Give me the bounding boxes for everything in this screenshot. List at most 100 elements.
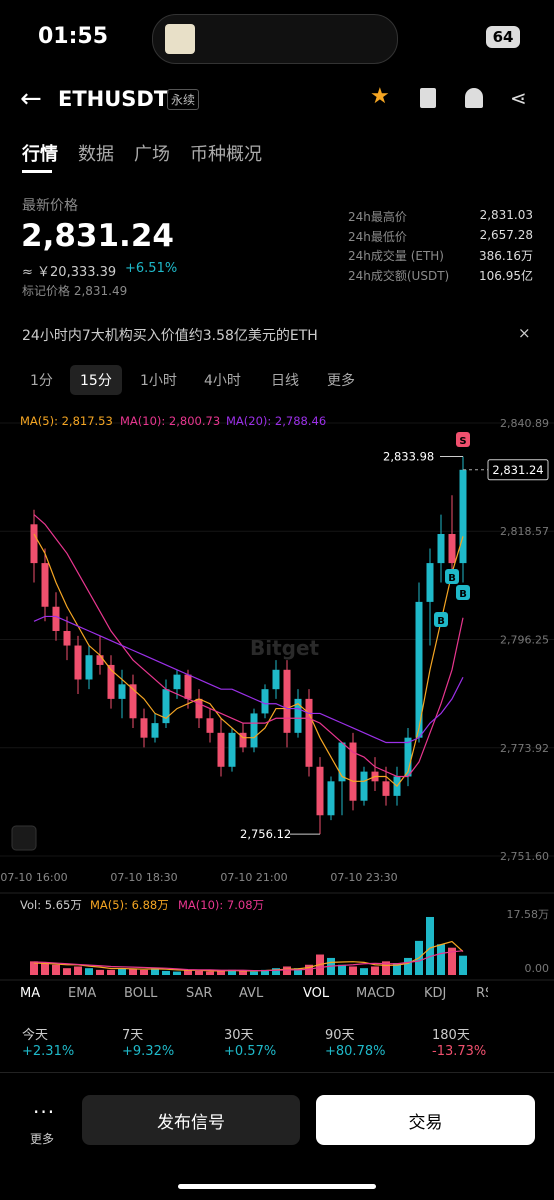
favorite-star[interactable]: ★ (370, 84, 390, 109)
contract-tag: 永续 (167, 89, 200, 110)
candle-body (217, 732, 225, 767)
interval[interactable]: 1分 (30, 373, 53, 389)
candle-body (338, 742, 346, 782)
divider (0, 1072, 554, 1073)
y-tick-label: 2,840.89 (500, 417, 549, 430)
volume-legend: MA(5): 6.88万 (90, 898, 169, 912)
stat-value: 2,831.03 (479, 208, 533, 222)
status-time: 01:55 (38, 24, 109, 49)
signal-button[interactable]: 发布信号 (82, 1095, 300, 1145)
change: +6.51% (125, 261, 178, 276)
candle-body (272, 669, 280, 690)
share-icon[interactable]: ⋖ (510, 86, 527, 110)
signal-label: B (437, 616, 445, 627)
interval[interactable]: 1小时 (140, 373, 177, 389)
candle-body (107, 664, 115, 699)
indicator-tab[interactable]: SAR (186, 986, 213, 1001)
volume-bar (107, 969, 115, 975)
x-tick-label: 07-10 18:30 (110, 871, 177, 884)
candle-body (250, 713, 258, 748)
interval[interactable]: 15分 (70, 365, 122, 395)
y-tick-label: 2,773.92 (500, 742, 549, 755)
candle-body (74, 645, 82, 680)
ma-line (33, 615, 464, 744)
volume-ma-line (33, 950, 464, 972)
tab[interactable]: 币种概况 (190, 144, 262, 165)
tab[interactable]: 行情 (22, 144, 58, 165)
tab-indicator (22, 170, 52, 173)
indicator-tab[interactable]: EMA (68, 986, 97, 1001)
indicator-tab[interactable]: MACD (356, 986, 395, 1001)
volume-bar (173, 971, 181, 975)
watermark: Bitget (250, 636, 320, 660)
interval[interactable]: 4小时 (204, 373, 241, 389)
more-label[interactable]: 更多 (30, 1132, 55, 1146)
stat-label: 24h最低价 (348, 229, 407, 244)
last-price: 2,831.24 (21, 218, 174, 254)
volume-bar (217, 970, 225, 975)
candle-body (426, 563, 434, 602)
indicator-tab[interactable]: BOLL (124, 986, 158, 1001)
home-indicator (178, 1184, 376, 1189)
stat-label: 24h成交额(USDT) (348, 268, 450, 283)
notice[interactable]: 24小时内7大机构买入价值约3.58亿美元的ETH (22, 328, 318, 344)
signal-label: B (448, 573, 456, 584)
x-tick-label: 07-10 16:00 (0, 871, 67, 884)
period-label: 7天 (122, 1028, 144, 1043)
signal-label: B (459, 589, 467, 600)
more-icon[interactable]: ··· (33, 1100, 56, 1124)
mark-price: 标记价格 2,831.49 (22, 284, 128, 298)
volume-bar (184, 969, 192, 975)
candle-body (140, 718, 148, 738)
x-tick-label: 07-10 21:00 (220, 871, 287, 884)
tab[interactable]: 数据 (78, 144, 114, 165)
back-button[interactable]: ← (20, 84, 42, 114)
y-tick-label: 2,818.57 (500, 525, 549, 538)
tab[interactable]: 广场 (134, 144, 170, 165)
stat-value: 386.16万 (479, 249, 533, 263)
alert-icon[interactable] (465, 88, 483, 108)
trade-button[interactable]: 交易 (316, 1095, 535, 1145)
interval[interactable]: 日线 (271, 373, 299, 389)
candle-body (294, 698, 302, 733)
volume-bar (382, 961, 390, 975)
period-change: -13.73% (432, 1044, 487, 1059)
candle-body (85, 655, 93, 680)
notes-icon[interactable] (420, 88, 436, 108)
volume-bar (129, 968, 137, 975)
candle-body (151, 723, 159, 738)
candle-body (206, 718, 214, 733)
x-tick-label: 07-10 23:30 (330, 871, 397, 884)
volume-bar (140, 969, 148, 975)
candle-body (316, 766, 324, 816)
volume-bar (74, 966, 82, 975)
ma-legend: MA(5): 2,817.53 (20, 414, 113, 428)
volume-bar (228, 969, 236, 975)
stat-value: 2,657.28 (479, 227, 533, 242)
indicator-tab[interactable]: KDJ (424, 986, 447, 1001)
period-change: +9.32% (122, 1044, 175, 1059)
volume-bar (250, 971, 258, 975)
signal-badge (434, 612, 448, 627)
candle-body (118, 684, 126, 699)
candle-body (52, 606, 60, 631)
volume-bar (426, 916, 434, 975)
volume-bar (338, 964, 346, 975)
volume-bar (239, 970, 247, 975)
candle-body (239, 732, 247, 748)
volume-bar (85, 968, 93, 975)
high-label: 2,833.98 (383, 450, 434, 464)
ma-line (33, 514, 464, 778)
indicator-tab[interactable]: VOL (303, 986, 330, 1001)
candle-body (415, 601, 423, 738)
close-notice[interactable]: × (518, 324, 531, 342)
indicator-tab[interactable]: RSI (476, 986, 488, 1001)
indicator-tab[interactable]: MA (20, 986, 41, 1001)
volume-bar (206, 971, 214, 975)
interval[interactable]: 更多 (327, 373, 355, 389)
indicator-tab[interactable]: AVL (239, 986, 264, 1001)
volume-bar (63, 968, 71, 975)
symbol[interactable]: ETHUSDT (58, 87, 169, 111)
candle-body (30, 524, 38, 564)
